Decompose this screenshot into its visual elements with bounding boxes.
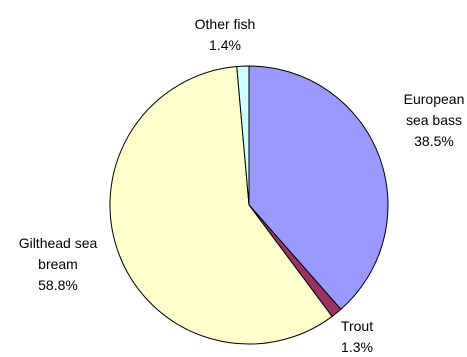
slice-name-label-1: Trout (341, 318, 373, 334)
slice-label-2: Gilthead sea bream 58.8% (19, 235, 98, 293)
slice-label-3: Other fish 1.4% (195, 16, 256, 53)
slice-value-label-1: 1.3% (341, 339, 373, 355)
pie-slices (109, 65, 389, 345)
slice-label-1: Trout 1.3% (341, 318, 373, 355)
slice-name-label-2: Gilthead sea (19, 235, 98, 251)
slice-value-label-3: 1.4% (209, 37, 241, 53)
slice-name-label-0: sea bass (406, 112, 462, 128)
pie-labels: European sea bass 38.5% Trout 1.3% Gilthead s… (19, 16, 465, 355)
slice-value-label-2: 58.8% (38, 277, 78, 293)
pie-slice-3 (236, 65, 250, 206)
slice-name-label-2: bream (38, 256, 78, 272)
pie-slice-2 (109, 65, 333, 345)
slice-name-label-3: Other fish (195, 16, 256, 32)
slice-label-0: European sea bass 38.5% (404, 91, 465, 149)
slice-name-label-0: European (404, 91, 465, 107)
slice-value-label-0: 38.5% (414, 133, 454, 149)
pie-slice-0 (248, 65, 389, 310)
